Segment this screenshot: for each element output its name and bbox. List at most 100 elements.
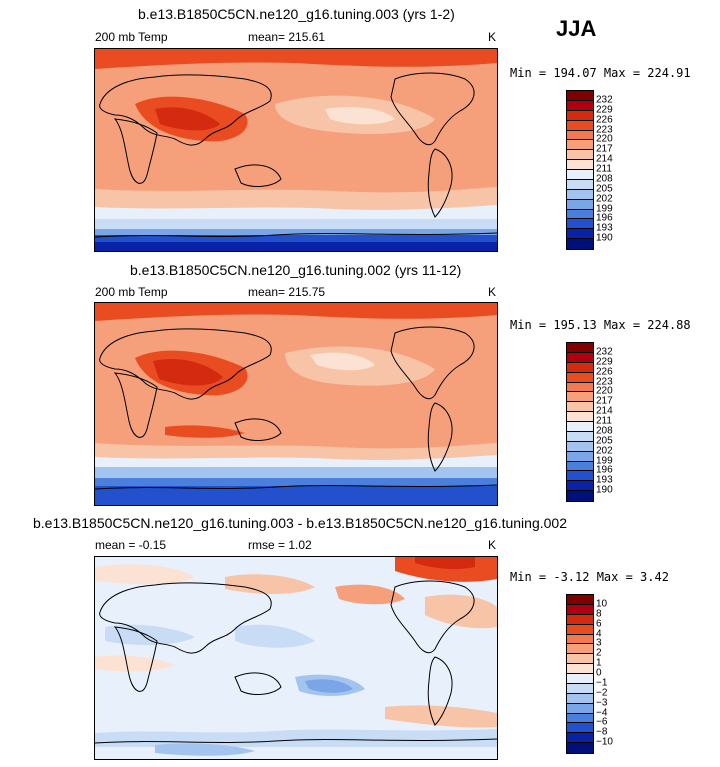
colorbar-level-label: 220: [596, 385, 613, 397]
colorbar-box: [567, 723, 593, 734]
colorbar-level-label: 220: [596, 133, 613, 145]
colorbar-box: [567, 120, 593, 131]
colorbar-level-label: 0: [596, 667, 602, 679]
colorbar-box: [567, 733, 593, 744]
colorbar-box: [567, 654, 593, 665]
colorbar-level-label: 214: [596, 405, 613, 417]
colorbar-level-label: 223: [596, 376, 613, 387]
colorbar-box: [567, 179, 593, 190]
colorbar-box: [567, 743, 593, 753]
colorbar-level-label: 211: [596, 163, 612, 175]
colorbar-level-label: 202: [596, 445, 613, 457]
colorbar-box: [567, 110, 593, 121]
panel-3-rmse: rmse = 1.02: [248, 538, 312, 552]
panel-1-colorbar: [566, 90, 594, 250]
colorbar-box: [567, 412, 593, 422]
colorbar-level-label: 226: [596, 366, 613, 378]
colorbar-level-label: 196: [596, 212, 613, 224]
panel-2-map: [94, 302, 498, 506]
panel-3-mean: mean = -0.15: [95, 538, 167, 552]
colorbar-box: [567, 140, 593, 151]
colorbar-level-label: −6: [596, 716, 608, 728]
colorbar-level-label: 8: [596, 608, 602, 620]
colorbar-box: [567, 481, 593, 492]
colorbar-box: [567, 644, 593, 655]
colorbar-level-label: 205: [596, 435, 613, 447]
colorbar-box: [567, 664, 593, 674]
colorbar-box: [567, 150, 593, 161]
colorbar-level-label: 232: [596, 346, 613, 358]
colorbar-level-label: 2: [596, 647, 602, 659]
colorbar-box: [567, 199, 593, 210]
colorbar-level-label: −8: [596, 726, 608, 738]
colorbar-level-label: −3: [596, 697, 608, 709]
colorbar-box: [567, 362, 593, 373]
colorbar-box: [567, 372, 593, 383]
colorbar-box: [567, 239, 593, 249]
panel-2-colorbar-labels: 232 229 226 223 220 217 214 211 208 205 202 199 196 1…: [596, 342, 636, 500]
colorbar-box: [567, 674, 593, 684]
colorbar-level-label: 193: [596, 222, 613, 234]
colorbar-level-label: 214: [596, 153, 613, 165]
panel-1-colorbar-labels: 232 229 226 223 220 217 214 211 208 205 202 199 196 1…: [596, 90, 636, 248]
colorbar-level-label: 202: [596, 193, 613, 205]
colorbar-level-label: −2: [596, 687, 608, 699]
colorbar-box: [567, 683, 593, 694]
panel-3-map: [94, 556, 498, 760]
colorbar-level-label: 211: [596, 415, 612, 427]
panel-1-temperature-field: [95, 49, 497, 251]
colorbar-level-label: −4: [596, 707, 608, 718]
colorbar-box: [567, 451, 593, 462]
colorbar-box: [567, 461, 593, 472]
colorbar-level-label: 226: [596, 114, 613, 126]
colorbar-level-label: 229: [596, 104, 613, 116]
colorbar-level-label: 208: [596, 173, 613, 185]
colorbar-box: [567, 431, 593, 442]
colorbar-box: [567, 422, 593, 432]
panel-3-difference-field: [95, 557, 497, 759]
colorbar-box: [567, 604, 593, 615]
colorbar-box: [567, 491, 593, 501]
colorbar-box: [567, 91, 593, 101]
colorbar-level-label: −10: [596, 736, 613, 748]
colorbar-level-label: 199: [596, 203, 613, 214]
panel-2-units: K: [488, 285, 497, 299]
colorbar-level-label: 205: [596, 183, 613, 195]
colorbar-box: [567, 441, 593, 452]
colorbar-level-label: 6: [596, 618, 602, 630]
colorbar-level-label: 193: [596, 474, 613, 486]
colorbar-box: [567, 595, 593, 605]
panel-2-variable-label: 200 mb Temp: [95, 285, 168, 299]
panel-2-title: b.e13.B1850C5CN.ne120_g16.tuning.002 (yr…: [130, 262, 462, 278]
colorbar-box: [567, 614, 593, 625]
colorbar-level-label: 196: [596, 464, 613, 476]
colorbar-box: [567, 634, 593, 645]
panel-1-units: K: [488, 30, 497, 44]
colorbar-level-label: 190: [596, 232, 613, 244]
panel-1-mean: mean= 215.61: [248, 30, 326, 44]
colorbar-box: [567, 170, 593, 180]
colorbar-level-label: 190: [596, 484, 613, 496]
colorbar-level-label: 229: [596, 356, 613, 368]
colorbar-box: [567, 219, 593, 230]
colorbar-box: [567, 382, 593, 393]
colorbar-box: [567, 189, 593, 200]
panel-2-mean: mean= 215.75: [248, 285, 326, 299]
colorbar-box: [567, 402, 593, 413]
colorbar-box: [567, 713, 593, 724]
colorbar-box: [567, 471, 593, 482]
panel-3-colorbar: [566, 594, 594, 754]
colorbar-level-label: 232: [596, 94, 613, 106]
panel-2-colorbar: [566, 342, 594, 502]
panel-1-title: b.e13.B1850C5CN.ne120_g16.tuning.003 (yr…: [138, 6, 455, 22]
colorbar-level-label: −1: [596, 677, 608, 689]
colorbar-level-label: 217: [596, 395, 613, 407]
colorbar-box: [567, 130, 593, 141]
panel-3-title: b.e13.B1850C5CN.ne120_g16.tuning.003 - b…: [33, 515, 567, 531]
colorbar-level-label: 208: [596, 425, 613, 437]
colorbar-box: [567, 352, 593, 363]
colorbar-box: [567, 624, 593, 635]
colorbar-level-label: 217: [596, 143, 613, 155]
colorbar-level-label: 1: [596, 657, 602, 669]
colorbar-level-label: 223: [596, 124, 613, 135]
